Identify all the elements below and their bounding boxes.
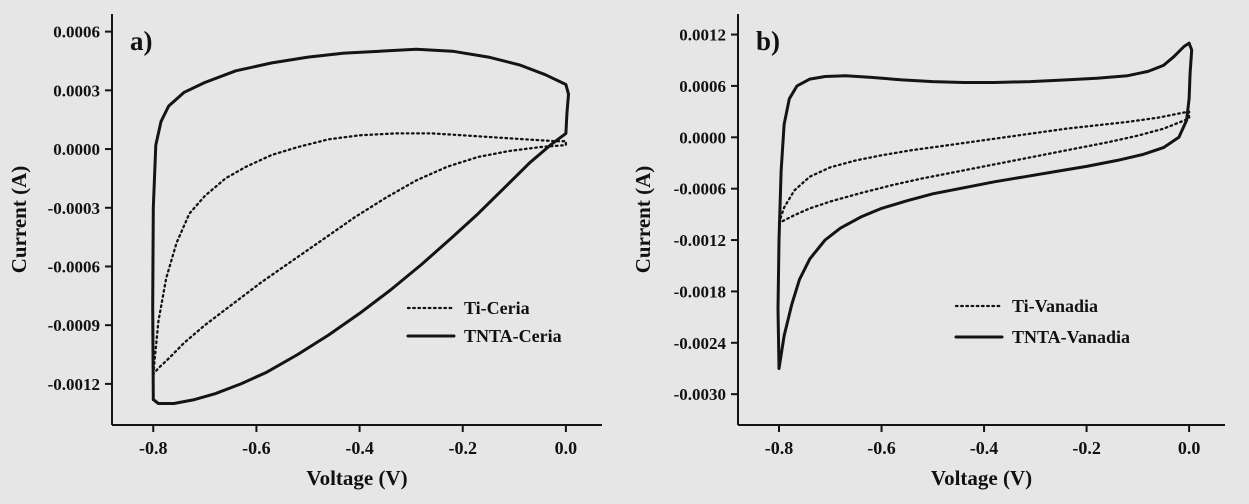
x-tick-label: -0.4 xyxy=(970,438,999,458)
x-axis-title: Voltage (V) xyxy=(306,466,407,490)
series-tnta-ceria xyxy=(151,47,570,405)
panel-label: a) xyxy=(130,26,153,56)
y-tick-label: -0.0030 xyxy=(674,385,726,404)
y-tick-label: 0.0000 xyxy=(53,140,100,159)
y-tick-label: 0.0000 xyxy=(679,128,726,147)
y-axis-title: Current (A) xyxy=(7,166,31,274)
y-axis-title: Current (A) xyxy=(631,166,655,274)
panel-a-cv-ceria: -0.8 -0.6 -0.4 -0.2 0.0 0.0006 0.0003 0.0000 -0.… xyxy=(0,0,624,499)
legend-label: TNTA-Vanadia xyxy=(1012,327,1130,347)
series-tnta-vanadia xyxy=(776,41,1194,370)
y-tick-label: -0.0006 xyxy=(48,257,100,276)
x-tick-label: -0.2 xyxy=(448,438,477,458)
legend-label: TNTA-Ceria xyxy=(464,326,562,346)
y-tick-label: -0.0012 xyxy=(674,231,726,250)
cv-plot-b: -0.8 -0.6 -0.4 -0.2 0.0 0.0012 0.0006 0.0000 -0.… xyxy=(631,14,1225,490)
cv-plot-a: -0.8 -0.6 -0.4 -0.2 0.0 0.0006 0.0003 0.0000 -0.… xyxy=(7,14,602,490)
x-tick-label: -0.2 xyxy=(1072,438,1101,458)
panel-b-cv-vanadia: -0.8 -0.6 -0.4 -0.2 0.0 0.0012 0.0006 0.0000 -0.… xyxy=(624,0,1249,499)
x-tick-label: -0.8 xyxy=(139,438,168,458)
series-ti-ceria xyxy=(152,132,568,376)
y-tick-label: 0.0006 xyxy=(53,23,100,42)
legend: Ti-Ceria TNTA-Ceria xyxy=(406,298,562,346)
x-tick-label: -0.4 xyxy=(345,438,374,458)
x-tick-label: -0.6 xyxy=(867,438,896,458)
y-tick-label: -0.0003 xyxy=(48,199,100,218)
y-tick-label: -0.0018 xyxy=(674,282,726,301)
x-tick-label: 0.0 xyxy=(555,438,578,458)
y-tick-label: -0.0006 xyxy=(674,180,726,199)
legend: Ti-Vanadia TNTA-Vanadia xyxy=(954,296,1130,347)
x-axis-title: Voltage (V) xyxy=(931,466,1032,490)
series-ti-vanadia xyxy=(777,110,1191,225)
legend-label: Ti-Vanadia xyxy=(1012,296,1098,316)
legend-label: Ti-Ceria xyxy=(464,298,530,318)
y-tick-label: 0.0003 xyxy=(53,81,100,100)
y-tick-label: -0.0024 xyxy=(674,334,727,353)
y-tick-label: -0.0012 xyxy=(48,375,100,394)
panel-label: b) xyxy=(756,26,780,56)
x-tick-label: -0.8 xyxy=(765,438,794,458)
x-tick-label: 0.0 xyxy=(1178,438,1201,458)
y-tick-label: 0.0012 xyxy=(679,26,726,45)
y-tick-label: 0.0006 xyxy=(679,77,726,96)
x-tick-label: -0.6 xyxy=(242,438,271,458)
y-tick-label: -0.0009 xyxy=(48,316,100,335)
